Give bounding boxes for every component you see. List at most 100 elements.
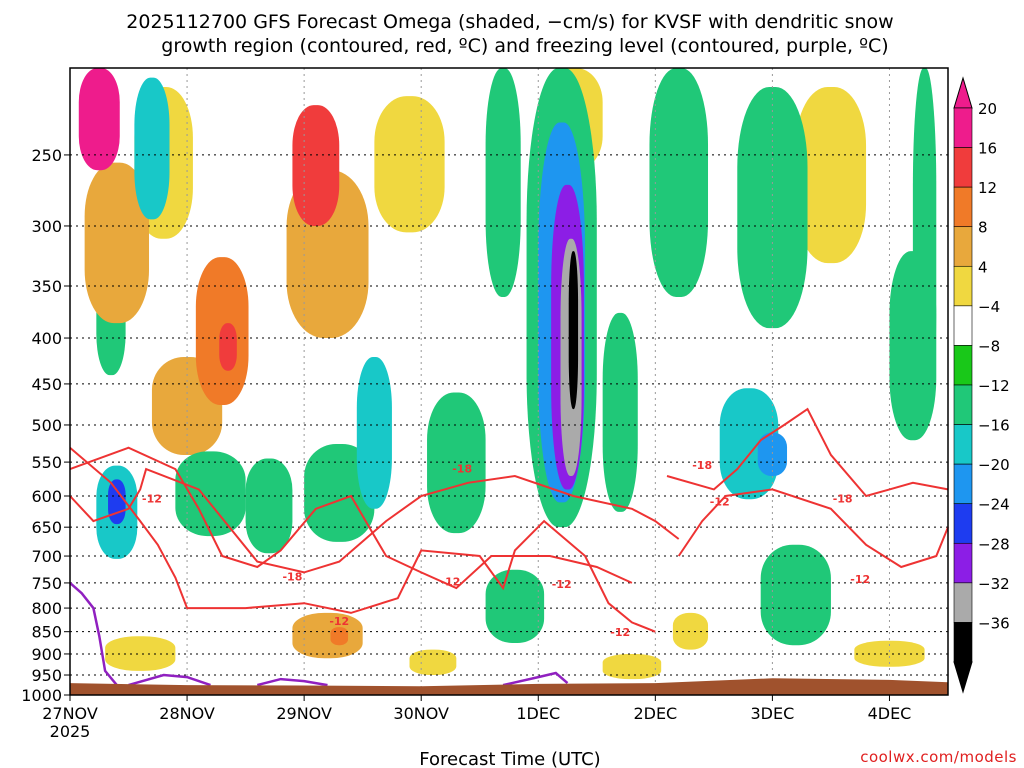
omega-cell bbox=[757, 432, 788, 477]
omega-cell bbox=[760, 544, 831, 646]
omega-cell bbox=[304, 443, 375, 542]
y-tick-label: 500 bbox=[31, 416, 62, 435]
y-tick-label: 900 bbox=[31, 645, 62, 664]
colorbar-label: −28 bbox=[978, 535, 1010, 553]
y-tick-label: 250 bbox=[31, 146, 62, 165]
colorbar-label: 12 bbox=[978, 179, 997, 197]
colorbar-label: 8 bbox=[978, 219, 988, 237]
omega-cell bbox=[219, 323, 237, 371]
colorbar-swatch bbox=[953, 345, 973, 386]
contour-label: -12 bbox=[610, 626, 630, 639]
omega-cell bbox=[568, 251, 579, 410]
omega-cell bbox=[795, 87, 867, 264]
credit-link[interactable]: coolwx.com/models bbox=[860, 748, 1017, 766]
omega-cell bbox=[485, 569, 545, 643]
colorbar-swatch bbox=[953, 265, 973, 307]
colorbar-label: −24 bbox=[978, 496, 1010, 514]
x-tick-label: 29NOV bbox=[276, 704, 332, 723]
chart-title-line2: growth region (contoured, red, ºC) and f… bbox=[161, 35, 888, 57]
colorbar-label: −32 bbox=[978, 575, 1010, 593]
x-tick-label: 27NOV bbox=[42, 704, 98, 723]
colorbar-swatch bbox=[953, 542, 973, 584]
dendritic-contour bbox=[69, 446, 633, 590]
colorbar-label: 4 bbox=[978, 258, 988, 276]
dendritic-contour bbox=[69, 446, 656, 633]
omega-cell bbox=[292, 612, 363, 659]
y-tick-label: 800 bbox=[31, 599, 62, 618]
colorbar-top-arrow bbox=[953, 76, 973, 109]
y-tick-label: 950 bbox=[31, 666, 62, 685]
freezing-level-contour bbox=[502, 671, 569, 687]
colorbar-label: −12 bbox=[978, 377, 1010, 395]
y-tick-label: 550 bbox=[31, 453, 62, 472]
x-tick-label: 3DEC bbox=[751, 704, 795, 723]
omega-cell bbox=[245, 458, 293, 554]
omega-cell bbox=[602, 312, 638, 512]
y-tick-label: 300 bbox=[31, 217, 62, 236]
omega-cell bbox=[78, 68, 120, 171]
omega-cell bbox=[134, 77, 170, 220]
omega-cell bbox=[175, 451, 246, 537]
colorbar-label: 16 bbox=[978, 140, 997, 158]
y-tick-label: 700 bbox=[31, 547, 62, 566]
omega-cell bbox=[330, 627, 349, 646]
omega-cell bbox=[105, 636, 176, 671]
freezing-level-contour bbox=[128, 673, 211, 687]
contour-label: -18 bbox=[833, 492, 853, 505]
plot-area: -18 -12 -18 -12 -12 -12 -18 -12 -12 -18 -12 bbox=[69, 67, 949, 696]
contour-label: -12 bbox=[850, 573, 870, 586]
colorbar-swatch bbox=[953, 147, 973, 188]
freezing-level-contour bbox=[256, 677, 328, 687]
contour-label: -12 bbox=[441, 576, 461, 589]
omega-cell bbox=[108, 479, 126, 525]
chart-title-line1: 2025112700 GFS Forecast Omega (shaded, −… bbox=[126, 11, 893, 33]
omega-cell bbox=[649, 68, 709, 297]
y-tick-label: 450 bbox=[31, 375, 62, 394]
plot-frame bbox=[69, 67, 949, 696]
x-tick-label: 4DEC bbox=[868, 704, 912, 723]
x-tick-label: 2DEC bbox=[633, 704, 677, 723]
omega-cell bbox=[427, 392, 486, 534]
contour-label: -12 bbox=[329, 615, 349, 628]
colorbar-label: −8 bbox=[978, 337, 1000, 355]
omega-cell bbox=[485, 68, 521, 297]
x-tick-label: 30NOV bbox=[393, 704, 449, 723]
colorbar-swatch bbox=[953, 107, 973, 148]
dendritic-contour bbox=[666, 407, 949, 498]
y-tick-label: 350 bbox=[31, 277, 62, 296]
omega-cell bbox=[374, 96, 445, 233]
omega-cell bbox=[889, 251, 937, 441]
colorbar-swatch bbox=[953, 582, 973, 623]
x-tick-label: 28NOV bbox=[159, 704, 215, 723]
dendritic-contour bbox=[677, 488, 949, 569]
colorbar-swatch bbox=[953, 186, 973, 228]
colorbar-swatch bbox=[953, 622, 973, 663]
omega-cell bbox=[292, 105, 340, 226]
colorbar-label: −4 bbox=[978, 298, 1000, 316]
x-tick-label: 1DEC bbox=[516, 704, 560, 723]
omega-cell bbox=[672, 612, 709, 650]
colorbar-swatch bbox=[953, 424, 973, 465]
colorbar: 20 16 12 8 4 −4 −8 −12 −16 −20 −24 −28 −32 −36 bbox=[953, 76, 1010, 694]
colorbar-swatch bbox=[953, 384, 973, 425]
colorbar-label: −36 bbox=[978, 614, 1010, 632]
colorbar-bottom-arrow bbox=[953, 661, 973, 694]
y-tick-label: 600 bbox=[31, 487, 62, 506]
contour-label: -12 bbox=[552, 578, 572, 591]
colorbar-swatch bbox=[953, 226, 973, 267]
omega-cell bbox=[854, 640, 925, 667]
omega-cell bbox=[602, 653, 662, 680]
y-tick-label: 850 bbox=[31, 623, 62, 642]
y-tick-label: 650 bbox=[31, 518, 62, 537]
y-tick-label: 400 bbox=[31, 329, 62, 348]
contour-label: -12 bbox=[710, 496, 730, 509]
freezing-level-contour bbox=[69, 581, 118, 686]
terrain bbox=[70, 678, 948, 695]
x-axis-label: Forecast Time (UTC) bbox=[419, 749, 600, 768]
contour-label: -12 bbox=[142, 492, 162, 505]
contour-label: -18 bbox=[452, 463, 472, 476]
y-tick-label: 750 bbox=[31, 574, 62, 593]
y-axis: 250 300 350 400 450 500 550 600 650 700 750 800 850 9… bbox=[21, 146, 70, 705]
